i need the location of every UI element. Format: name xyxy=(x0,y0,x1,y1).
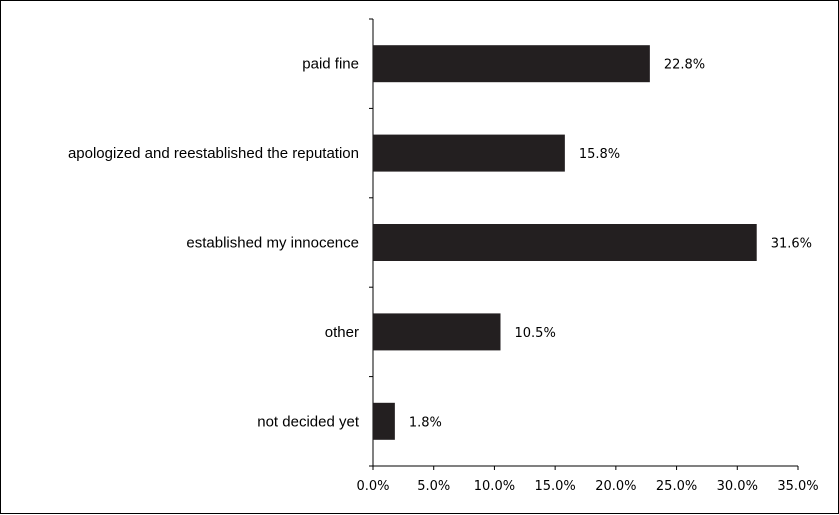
x-tick-label: 35.0% xyxy=(777,479,818,494)
x-tick-label: 15.0% xyxy=(534,479,575,494)
data-label: 10.5% xyxy=(515,326,556,341)
x-tick-label: 0.0% xyxy=(356,479,389,494)
category-label: paid fine xyxy=(302,56,359,73)
data-label: 22.8% xyxy=(664,58,705,73)
x-tick-label: 20.0% xyxy=(595,479,636,494)
chart-labels: 0.0% 5.0% 10.0% 15.0% 20.0% 25.0% 30.0% 35.0% pa… xyxy=(68,56,819,494)
x-tick-label: 5.0% xyxy=(417,479,450,494)
category-label: apologized and reestablished the reputat… xyxy=(68,145,359,162)
x-tick-label: 30.0% xyxy=(717,479,758,494)
bar xyxy=(373,45,650,83)
bar xyxy=(373,402,395,440)
category-label: established my innocence xyxy=(186,235,359,252)
bar xyxy=(373,134,565,172)
category-label: other xyxy=(325,324,359,341)
data-label: 31.6% xyxy=(771,237,812,252)
x-tick-label: 10.0% xyxy=(474,479,515,494)
data-label: 1.8% xyxy=(409,415,442,430)
bar xyxy=(373,224,757,261)
category-label: not decided yet xyxy=(257,413,360,430)
chart-bars xyxy=(373,45,757,440)
bar xyxy=(373,313,501,351)
data-label: 15.8% xyxy=(579,147,620,162)
x-tick-label: 25.0% xyxy=(656,479,697,494)
